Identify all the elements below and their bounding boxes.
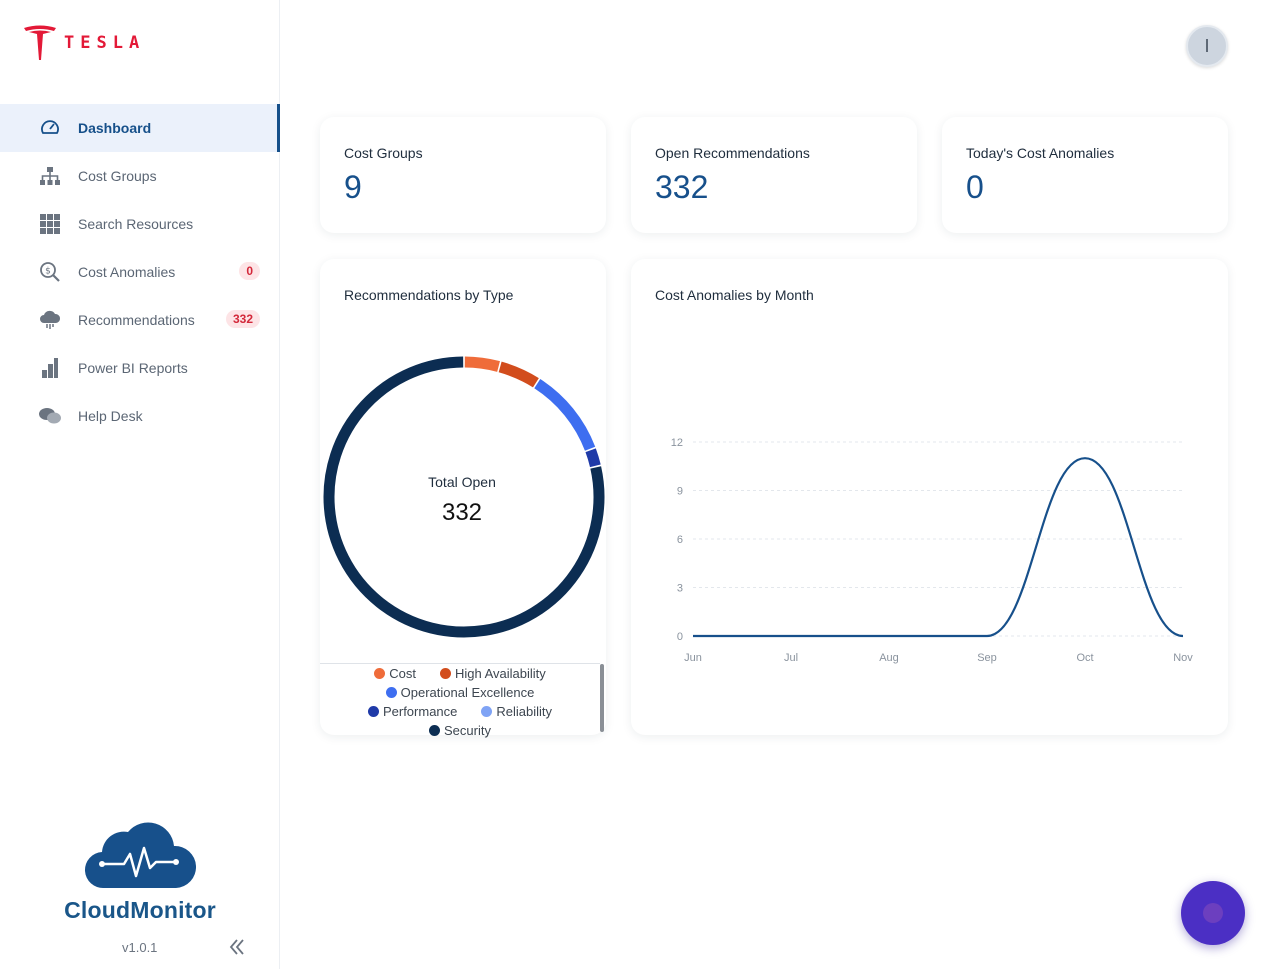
legend-scrollbar[interactable] (600, 664, 604, 732)
donut-slice-security[interactable] (323, 356, 605, 638)
cloud-heartbeat-icon (84, 822, 197, 889)
sidebar: TESLA Dashboard Cost Groups Search Resou… (0, 0, 280, 969)
donut-slice-cost[interactable] (464, 356, 500, 372)
grid-icon (38, 212, 62, 236)
brand-logo[interactable]: TESLA (22, 24, 145, 62)
sidebar-item-label: Search Resources (78, 216, 194, 232)
x-tick-label: Jul (784, 652, 798, 664)
donut-slice-operational-excellence[interactable] (534, 378, 596, 451)
version-label: v1.0.1 (122, 940, 158, 955)
legend-divider (320, 663, 600, 664)
x-tick-label: Aug (879, 652, 899, 664)
legend-row: Cost High Availability (320, 664, 600, 683)
sidebar-item-help-desk[interactable]: Help Desk (0, 392, 280, 440)
recommendations-by-type-card: Recommendations by Type Total Open 332 C… (320, 259, 606, 738)
bar-steps-icon (38, 356, 62, 380)
stat-value: 9 (344, 169, 362, 205)
stat-title: Cost Groups (344, 145, 423, 161)
donut-chart (323, 356, 605, 638)
line-chart: 0 3 6 9 12 Jun Jul Aug Sep Oct Nov (671, 437, 1194, 664)
legend-row: Operational Excellence (320, 683, 600, 702)
stat-value: 332 (655, 169, 709, 205)
stat-value: 0 (966, 169, 984, 205)
legend-row: Security (320, 721, 600, 740)
donut-legend: Cost High Availability Operational Excel… (320, 664, 600, 738)
hierarchy-icon (38, 164, 62, 188)
user-avatar[interactable]: I (1186, 25, 1228, 67)
stat-card-open-recommendations[interactable]: Open Recommendations 332 (631, 117, 917, 233)
sidebar-item-label: Power BI Reports (78, 360, 188, 376)
legend-item-reliability[interactable]: Reliability (481, 704, 552, 719)
legend-dot (439, 668, 451, 679)
sidebar-item-label: Help Desk (78, 408, 143, 424)
panel-title: Cost Anomalies by Month (655, 287, 814, 303)
sidebar-item-label: Cost Anomalies (78, 264, 176, 280)
legend-row: Performance Reliability (320, 702, 600, 721)
x-tick-label: Oct (1076, 652, 1093, 664)
chat-bubbles-icon (38, 404, 62, 428)
donut-center-value: 332 (441, 499, 483, 526)
chat-fab-button[interactable] (1181, 881, 1245, 945)
y-tick-label: 9 (677, 486, 683, 498)
y-tick-label: 6 (677, 534, 683, 546)
stat-card-todays-cost-anomalies[interactable]: Today's Cost Anomalies 0 (942, 117, 1228, 233)
sidebar-item-search-resources[interactable]: Search Resources (0, 200, 280, 248)
legend-item-performance[interactable]: Performance (367, 704, 458, 719)
legend-dot (481, 706, 493, 717)
sidebar-item-recommendations[interactable]: Recommendations 332 (0, 296, 280, 344)
sidebar-item-label: Cost Groups (78, 168, 157, 184)
svg-text:$: $ (45, 267, 51, 277)
panel-title: Recommendations by Type (344, 287, 514, 303)
sidebar-item-cost-anomalies[interactable]: $ Cost Anomalies 0 (0, 248, 280, 296)
x-tick-label: Nov (1173, 652, 1193, 664)
legend-item-security[interactable]: Security (429, 723, 491, 738)
stat-card-cost-groups[interactable]: Cost Groups 9 (320, 117, 606, 233)
cloud-icon (38, 308, 62, 332)
sidebar-item-cost-groups[interactable]: Cost Groups (0, 152, 280, 200)
cloudmonitor-logo: CloudMonitor (60, 820, 220, 924)
legend-label: Security (444, 723, 491, 738)
sidebar-nav: Dashboard Cost Groups Search Resources $… (0, 104, 280, 440)
sidebar-item-label: Recommendations (78, 312, 195, 328)
legend-dot (374, 668, 386, 679)
legend-dot (429, 725, 441, 736)
search-dollar-icon: $ (38, 260, 62, 284)
legend-dot (367, 706, 379, 717)
product-name: CloudMonitor (64, 897, 216, 923)
sidebar-item-label: Dashboard (78, 120, 152, 136)
legend-label: Operational Excellence (400, 685, 535, 700)
recommendations-count-badge: 332 (225, 310, 260, 328)
collapse-sidebar-button[interactable] (226, 936, 248, 958)
y-tick-label: 0 (677, 631, 683, 643)
stat-title: Open Recommendations (655, 145, 810, 161)
cost-anomalies-by-month-card: Cost Anomalies by Month 0 3 6 9 12 Jun Jul Aug S… (631, 259, 1228, 735)
double-chevron-left-icon (229, 939, 244, 955)
donut-center-label: Total Open (428, 474, 496, 490)
chat-fab-icon (1203, 903, 1223, 923)
y-tick-label: 12 (671, 437, 683, 449)
donut-slice-performance[interactable] (585, 448, 601, 468)
legend-label: Cost (389, 666, 416, 681)
legend-label: High Availability (454, 666, 546, 681)
cost-anomalies-count-badge: 0 (239, 262, 260, 280)
legend-item-operational-excellence[interactable]: Operational Excellence (385, 685, 535, 700)
gauge-icon (38, 116, 62, 140)
tesla-t-icon (24, 25, 56, 60)
legend-dot (385, 687, 397, 698)
sidebar-item-power-bi-reports[interactable]: Power BI Reports (0, 344, 280, 392)
x-tick-label: Sep (977, 652, 997, 664)
brand-wordmark: TESLA (64, 33, 146, 53)
series-line (693, 457, 1184, 638)
legend-label: Performance (382, 704, 458, 719)
y-tick-label: 3 (677, 583, 683, 595)
legend-item-high-availability[interactable]: High Availability (439, 666, 546, 681)
legend-label: Reliability (496, 704, 553, 719)
legend-item-cost[interactable]: Cost (374, 666, 416, 681)
x-tick-label: Jun (684, 652, 702, 664)
sidebar-item-dashboard[interactable]: Dashboard (0, 104, 280, 152)
donut-slice-high-availability[interactable] (498, 361, 539, 388)
stat-title: Today's Cost Anomalies (966, 145, 1115, 161)
